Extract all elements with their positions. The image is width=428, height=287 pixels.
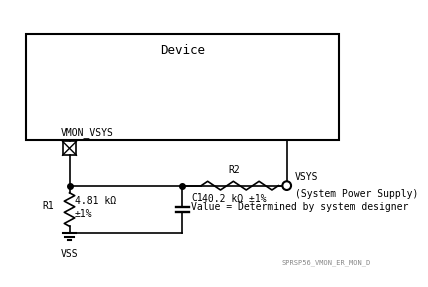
Text: R2: R2: [229, 165, 241, 175]
Text: Device: Device: [160, 44, 205, 57]
Text: SPRSP56_VMON_ER_MON_D: SPRSP56_VMON_ER_MON_D: [282, 260, 371, 266]
Bar: [62, 141, 77, 155]
Text: C1: C1: [191, 193, 203, 203]
Text: 4.81 kΩ
±1%: 4.81 kΩ ±1%: [75, 196, 116, 219]
Text: VMON_VSYS: VMON_VSYS: [61, 127, 114, 138]
Text: VSYS: VSYS: [294, 172, 318, 182]
Bar: [26, 34, 339, 139]
Text: 40.2 kΩ ±1%: 40.2 kΩ ±1%: [202, 194, 267, 204]
Text: (System Power Supply): (System Power Supply): [294, 189, 418, 199]
Text: R1: R1: [42, 201, 54, 211]
Text: VSS: VSS: [61, 249, 78, 259]
Circle shape: [282, 181, 291, 190]
Text: Value = Determined by system designer: Value = Determined by system designer: [191, 202, 408, 212]
